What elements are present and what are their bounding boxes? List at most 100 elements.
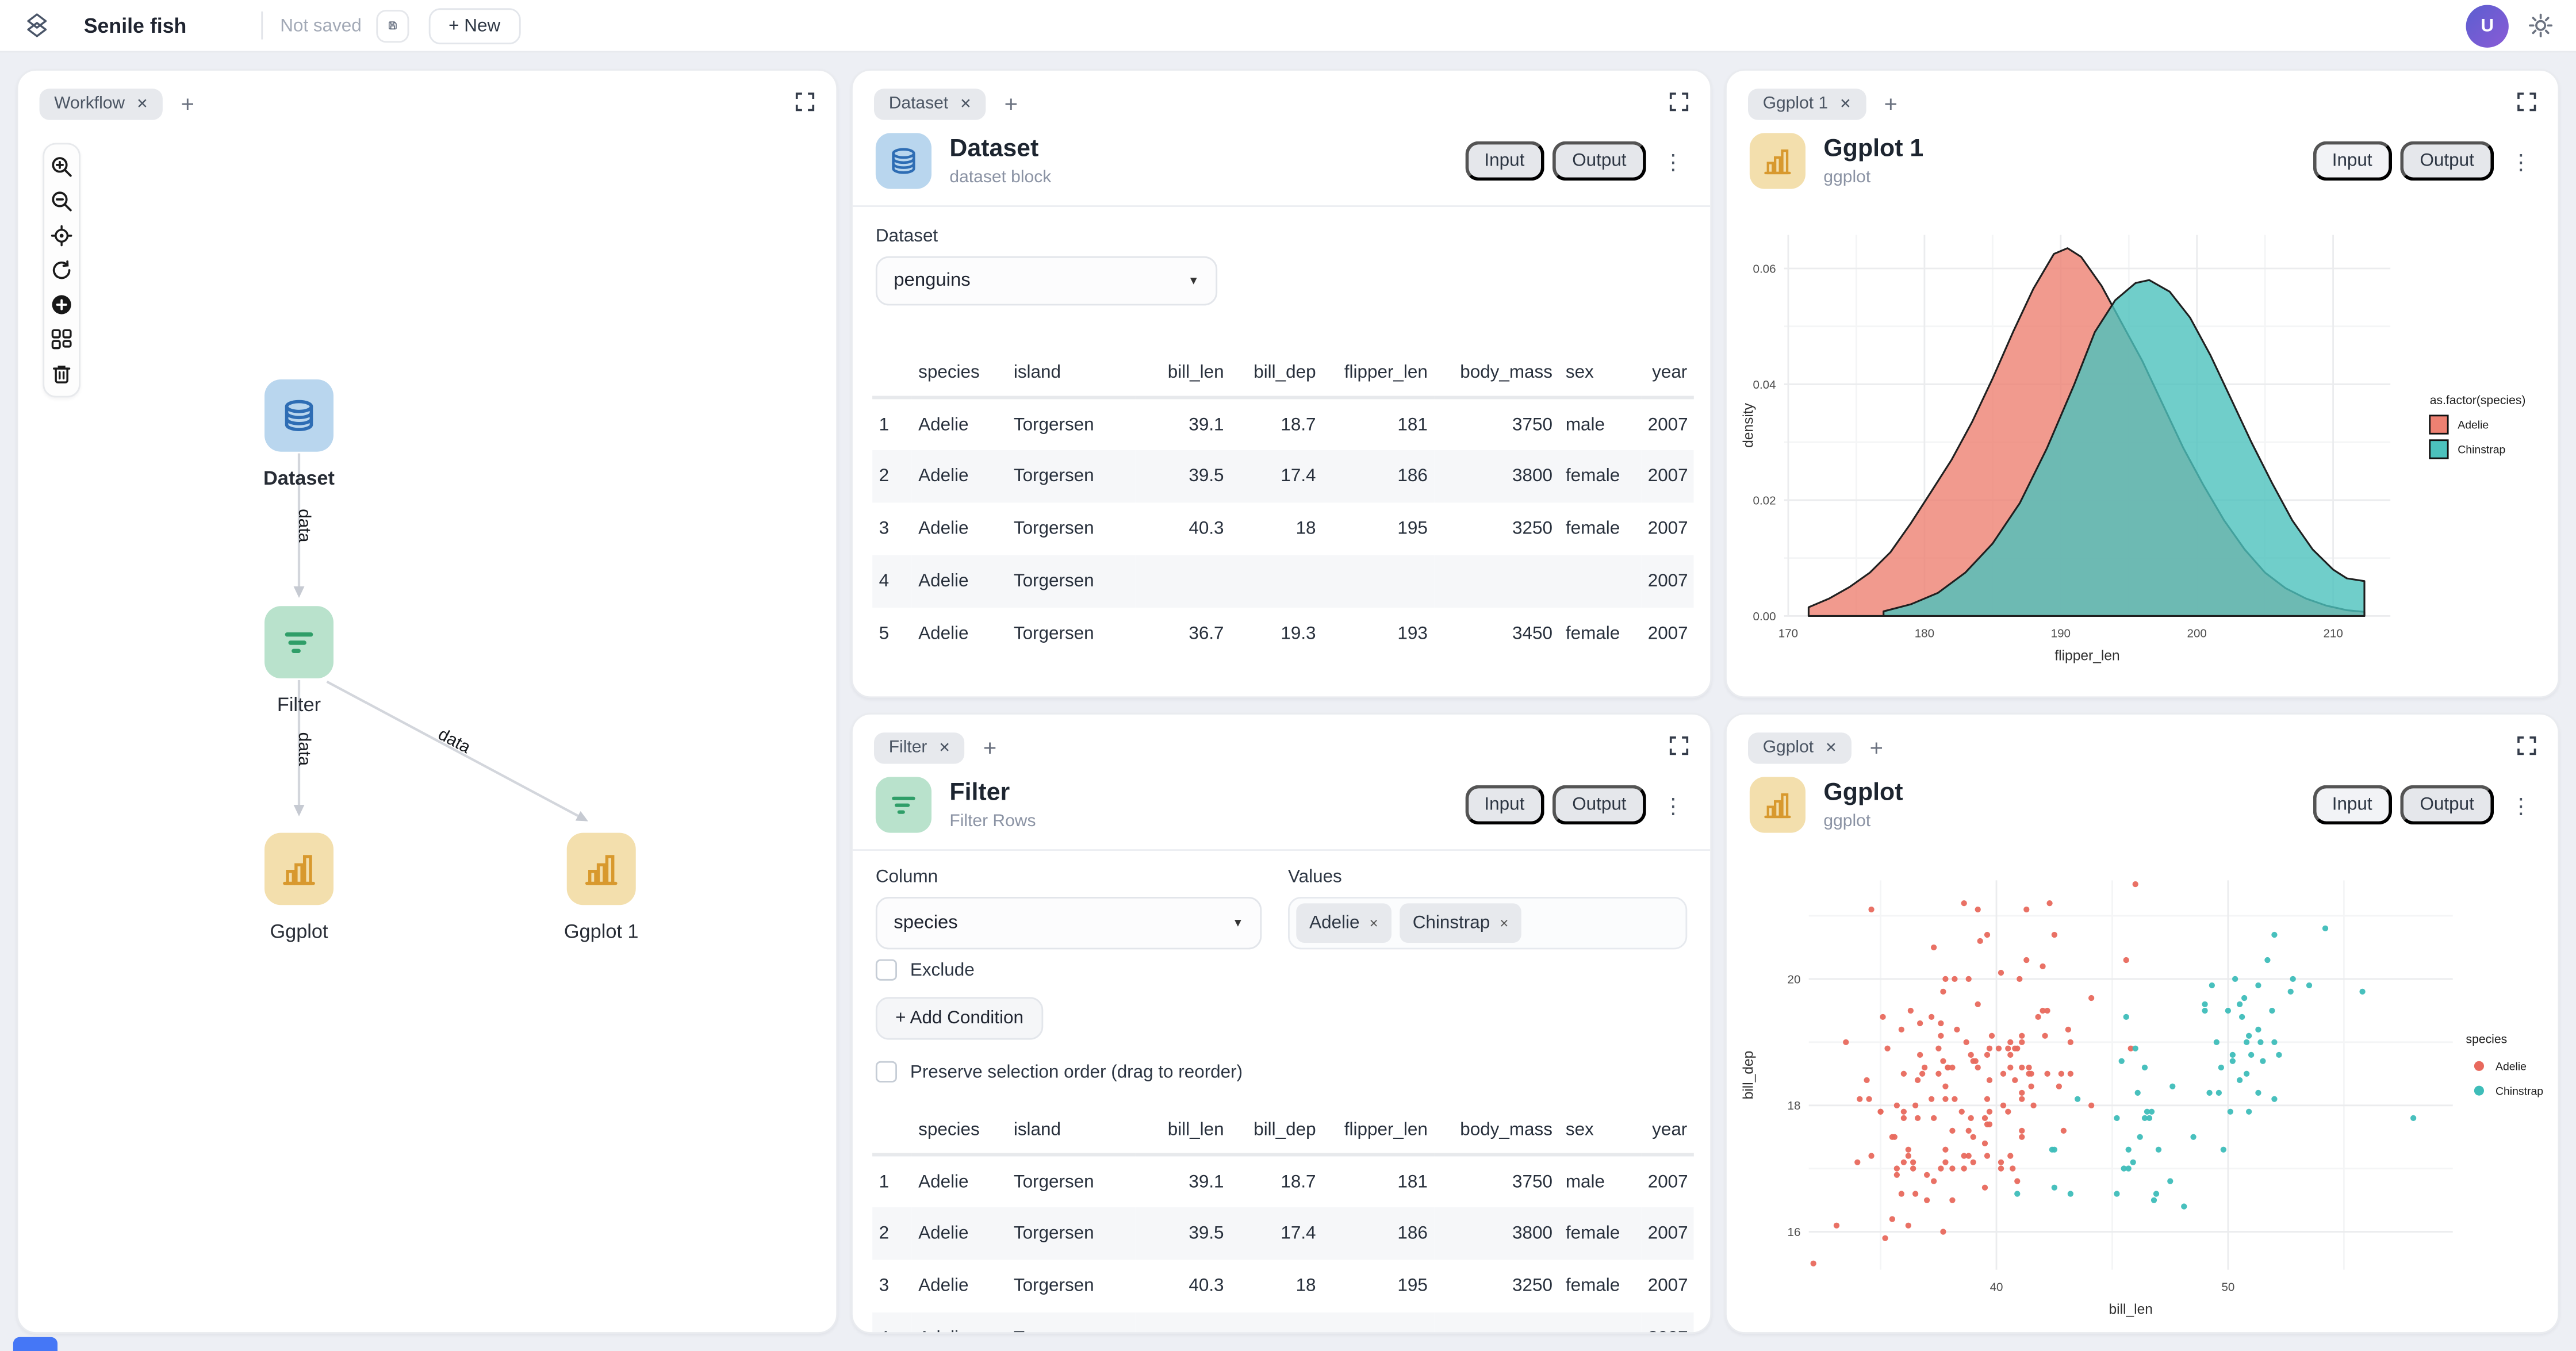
expand-filter-icon[interactable] (1669, 734, 1689, 763)
workflow-node-ggplot1[interactable] (566, 832, 636, 905)
tab-ggplot1[interactable]: Ggplot 1 ✕ (1748, 87, 1866, 120)
output-toggle-button[interactable]: Output (2400, 141, 2494, 181)
exclude-checkbox[interactable] (875, 959, 897, 981)
filter-value-chip[interactable]: Adelie × (1296, 903, 1392, 943)
user-avatar[interactable]: U (2466, 4, 2509, 47)
table-cell: 19.3 (1281, 624, 1316, 644)
values-input[interactable]: Adelie × Chinstrap × (1288, 897, 1688, 950)
output-toggle-button[interactable]: Output (1552, 141, 1646, 181)
block-menu-icon[interactable]: ⋮ (2510, 148, 2532, 174)
chevron-down-icon: ▼ (1232, 917, 1244, 929)
table-cell: male (1565, 1172, 1605, 1192)
filter-block-header: Filter Filter Rows Input Output ⋮ (853, 764, 1710, 850)
y-tick-label: 20 (1788, 973, 1801, 986)
table-cell: female (1565, 519, 1620, 539)
expand-workflow-icon[interactable] (795, 90, 815, 120)
output-toggle-button[interactable]: Output (1552, 785, 1646, 825)
exclude-checkbox-row: Exclude (875, 959, 1687, 981)
workflow-node-ggplot[interactable] (264, 832, 334, 905)
tab-dataset[interactable]: Dataset ✕ (874, 87, 987, 120)
input-toggle-button[interactable]: Input (1465, 785, 1544, 825)
ggplot1-panel: Ggplot 1 ✕ + Ggplot 1 ggplot Input Outpu… (1725, 69, 2560, 698)
close-tab-icon[interactable]: ✕ (938, 738, 950, 755)
close-tab-icon[interactable]: ✕ (960, 94, 972, 111)
table-cell: 39.1 (1189, 414, 1224, 435)
output-toggle-button[interactable]: Output (2400, 785, 2494, 825)
chevron-down-icon: ▼ (1187, 275, 1199, 287)
tab-filter[interactable]: Filter ✕ (874, 731, 965, 763)
preserve-order-checkbox[interactable] (875, 1061, 897, 1083)
table-cell: 2007 (1641, 555, 1694, 608)
expand-ggplot1-icon[interactable] (2517, 90, 2536, 120)
workflow-node-dataset[interactable] (264, 379, 334, 452)
dataset-panel: Dataset ✕ + Dataset dataset block Input … (851, 69, 1712, 698)
add-tab-button[interactable]: + (181, 90, 194, 117)
workflow-node-filter[interactable] (264, 606, 334, 678)
new-button[interactable]: + New (428, 7, 520, 44)
preserve-order-row: Preserve selection order (drag to reorde… (875, 1061, 1687, 1083)
settings-gear-icon[interactable] (2528, 13, 2553, 38)
topbar-divider (260, 11, 262, 40)
chip-remove-icon[interactable]: × (1369, 915, 1378, 931)
add-condition-button[interactable]: + Add Condition (875, 997, 1044, 1040)
tab-workflow[interactable]: Workflow ✕ (39, 87, 163, 120)
add-tab-button[interactable]: + (1004, 90, 1018, 117)
layout-grid-icon[interactable] (51, 328, 72, 350)
save-button[interactable] (376, 9, 409, 42)
y-axis-title: density (1741, 402, 1757, 448)
add-tab-button[interactable]: + (983, 734, 997, 761)
density-area-chinstrap (1883, 279, 2366, 617)
edge-label: data (295, 732, 314, 766)
add-tab-button[interactable]: + (1884, 90, 1898, 117)
zoom-in-icon[interactable] (51, 156, 72, 177)
table-cell: 18 (1295, 519, 1316, 539)
node-label: Dataset (263, 466, 335, 490)
x-tick-label: 200 (2187, 627, 2207, 640)
y-axis-title: bill_dep (1741, 1051, 1757, 1100)
block-menu-icon[interactable]: ⋮ (2510, 792, 2532, 817)
ggplot-block-icon (1749, 777, 1805, 833)
block-menu-icon[interactable]: ⋮ (1662, 792, 1684, 817)
table-cell (1559, 555, 1642, 608)
chip-remove-icon[interactable]: × (1500, 915, 1509, 931)
add-node-icon[interactable] (51, 294, 72, 315)
block-menu-icon[interactable]: ⋮ (1662, 148, 1684, 174)
input-toggle-button[interactable]: Input (2312, 141, 2392, 181)
close-tab-icon[interactable]: ✕ (1839, 94, 1851, 111)
column-header: bill_dep (1230, 348, 1322, 400)
fit-view-icon[interactable] (51, 225, 72, 247)
zoom-out-icon[interactable] (51, 190, 72, 212)
table-cell: 2007 (1647, 519, 1688, 539)
tab-ggplot[interactable]: Ggplot ✕ (1748, 731, 1852, 763)
close-tab-icon[interactable]: ✕ (1825, 738, 1837, 755)
table-cell: 3750 (1512, 1172, 1552, 1192)
expand-dataset-icon[interactable] (1669, 90, 1689, 120)
table-cell: 39.1 (1189, 1172, 1224, 1192)
table-cell: 2007 (1647, 414, 1688, 435)
table-cell: 181 (1397, 414, 1428, 435)
ggplot-tabrow: Ggplot ✕ + (1727, 715, 2558, 764)
column-header: island (1007, 348, 1136, 400)
app-logo-icon[interactable] (23, 11, 51, 40)
expand-ggplot-icon[interactable] (2517, 734, 2536, 763)
input-toggle-button[interactable]: Input (2312, 785, 2392, 825)
filter-value-chip[interactable]: Chinstrap × (1399, 903, 1522, 943)
input-toggle-button[interactable]: Input (1465, 141, 1544, 181)
delete-icon[interactable] (51, 363, 72, 384)
table-row: 2 Adelie Torgersen 39.5 17.4 186 3800 female 200… (872, 1207, 1694, 1260)
close-tab-icon[interactable]: ✕ (136, 94, 148, 111)
table-header-row: species island bill_len bill_dep flipper_len… (872, 1105, 1694, 1157)
workflow-canvas[interactable]: data data data Dataset Filter Ggplot Ggplot 1 (18, 71, 836, 1332)
column-select[interactable]: species ▼ (875, 897, 1262, 950)
refresh-icon[interactable] (51, 259, 72, 281)
column-header: sex (1559, 1105, 1642, 1157)
legend-swatch (2429, 414, 2449, 435)
scatter-plot: 40 50 16 18 20 bill_len bill_dep species Adelie C… (1741, 880, 2543, 1318)
table-cell: 18.7 (1281, 1172, 1316, 1192)
bar-chart-icon (1764, 793, 1791, 819)
dataset-select[interactable]: penguins ▼ (875, 256, 1218, 306)
table-cell: Adelie (918, 1276, 969, 1296)
add-tab-button[interactable]: + (1869, 734, 1883, 761)
